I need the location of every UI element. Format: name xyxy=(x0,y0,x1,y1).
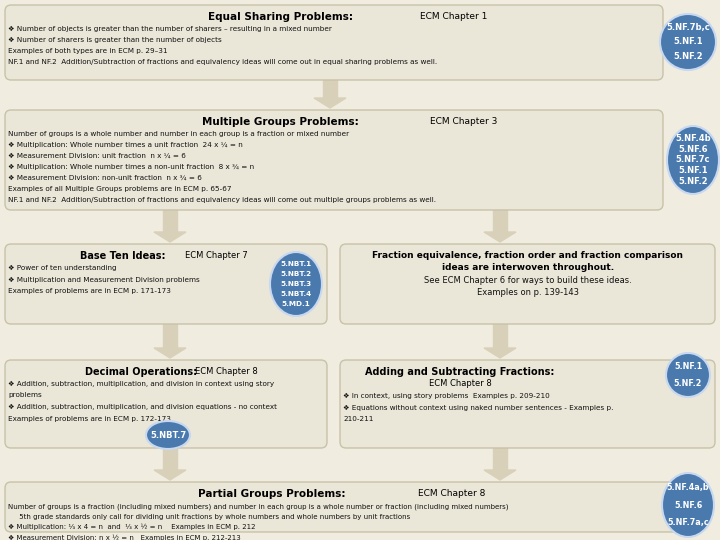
Polygon shape xyxy=(163,448,177,470)
Text: 5.NF.7c: 5.NF.7c xyxy=(676,156,710,165)
Text: 5.NF.6: 5.NF.6 xyxy=(674,501,702,510)
Text: ECM Chapter 3: ECM Chapter 3 xyxy=(430,117,498,126)
Text: problems: problems xyxy=(8,393,42,399)
Text: ideas are interwoven throughout.: ideas are interwoven throughout. xyxy=(442,263,614,272)
Text: Number of groups is a whole number and number in each group is a fraction or mix: Number of groups is a whole number and n… xyxy=(8,131,349,137)
Text: Decimal Operations:: Decimal Operations: xyxy=(85,367,197,377)
Text: ❖ Addition, subtraction, multiplication, and division equations - no context: ❖ Addition, subtraction, multiplication,… xyxy=(8,404,277,410)
Ellipse shape xyxy=(270,252,322,316)
Text: ❖ Multiplication: Whole number times a unit fraction  24 x ¼ = n: ❖ Multiplication: Whole number times a u… xyxy=(8,142,243,148)
FancyBboxPatch shape xyxy=(5,244,327,324)
Text: ❖ Number of objects is greater than the number of sharers – resulting in a mixed: ❖ Number of objects is greater than the … xyxy=(8,26,332,32)
Text: Examples on p. 139-143: Examples on p. 139-143 xyxy=(477,288,579,297)
Text: 5.NF.2: 5.NF.2 xyxy=(678,177,708,186)
Text: 5th grade standards only call for dividing unit fractions by whole numbers and w: 5th grade standards only call for dividi… xyxy=(8,514,410,519)
Text: Examples of problems are in ECM p. 172-173: Examples of problems are in ECM p. 172-1… xyxy=(8,415,171,422)
Polygon shape xyxy=(484,348,516,358)
Text: 5.NBT.3: 5.NBT.3 xyxy=(280,281,312,287)
Text: Base Ten Ideas:: Base Ten Ideas: xyxy=(80,251,166,261)
Text: ❖ In context, using story problems  Examples p. 209-210: ❖ In context, using story problems Examp… xyxy=(343,393,550,399)
Polygon shape xyxy=(154,348,186,358)
Polygon shape xyxy=(484,470,516,480)
Polygon shape xyxy=(484,232,516,242)
Polygon shape xyxy=(154,470,186,480)
Text: ❖ Measurement Division: non-unit fraction  n x ¾ = 6: ❖ Measurement Division: non-unit fractio… xyxy=(8,175,202,181)
Text: ❖ Addition, subtraction, multiplication, and division in context using story: ❖ Addition, subtraction, multiplication,… xyxy=(8,381,274,387)
Polygon shape xyxy=(163,324,177,348)
Text: 5.NF.6: 5.NF.6 xyxy=(678,145,708,153)
Text: 5.NF.1: 5.NF.1 xyxy=(673,37,703,46)
Text: 5.NF.2: 5.NF.2 xyxy=(673,52,703,62)
Text: 5.NBT.1: 5.NBT.1 xyxy=(280,260,312,267)
Text: 5.NF.2: 5.NF.2 xyxy=(674,379,702,388)
Polygon shape xyxy=(163,210,177,232)
Text: ❖ Measurement Division: n x ½ = n   Examples in ECM p. 212-213: ❖ Measurement Division: n x ½ = n Exampl… xyxy=(8,535,240,540)
Text: Examples of all Multiple Groups problems are in ECM p. 65-67: Examples of all Multiple Groups problems… xyxy=(8,186,232,192)
Ellipse shape xyxy=(660,14,716,70)
Text: 5.NBT.4: 5.NBT.4 xyxy=(280,291,312,297)
Text: 5.NF.4a,b: 5.NF.4a,b xyxy=(667,483,709,492)
Polygon shape xyxy=(493,324,507,348)
Text: ECM Chapter 8: ECM Chapter 8 xyxy=(195,367,258,376)
FancyBboxPatch shape xyxy=(5,5,663,80)
Text: 5.MD.1: 5.MD.1 xyxy=(282,301,310,307)
Polygon shape xyxy=(154,232,186,242)
Text: ECM Chapter 8: ECM Chapter 8 xyxy=(428,379,491,388)
Text: Adding and Subtracting Fractions:: Adding and Subtracting Fractions: xyxy=(365,367,554,377)
Text: See ECM Chapter 6 for ways to build these ideas.: See ECM Chapter 6 for ways to build thes… xyxy=(424,276,632,285)
Text: ECM Chapter 1: ECM Chapter 1 xyxy=(420,12,487,21)
Text: 5.NF.1: 5.NF.1 xyxy=(678,166,708,176)
Text: ❖ Equations without context using naked number sentences - Examples p.: ❖ Equations without context using naked … xyxy=(343,404,613,410)
Text: Examples of problems are in ECM p. 171-173: Examples of problems are in ECM p. 171-1… xyxy=(8,288,171,294)
FancyBboxPatch shape xyxy=(340,244,715,324)
Text: 210-211: 210-211 xyxy=(343,416,374,422)
Text: Examples of both types are in ECM p. 29–31: Examples of both types are in ECM p. 29–… xyxy=(8,48,168,54)
Ellipse shape xyxy=(667,126,719,194)
Text: ❖ Power of ten understanding: ❖ Power of ten understanding xyxy=(8,265,117,271)
Ellipse shape xyxy=(666,353,710,397)
Text: 5.NBT.7: 5.NBT.7 xyxy=(150,430,186,440)
Text: NF.1 and NF.2  Addition/Subtraction of fractions and equivalency ideas will come: NF.1 and NF.2 Addition/Subtraction of fr… xyxy=(8,59,437,65)
Text: 5.NF.4b: 5.NF.4b xyxy=(675,134,711,143)
Text: ❖ Multiplication and Measurement Division problems: ❖ Multiplication and Measurement Divisio… xyxy=(8,276,199,282)
Polygon shape xyxy=(493,448,507,470)
FancyBboxPatch shape xyxy=(340,360,715,448)
Text: Partial Groups Problems:: Partial Groups Problems: xyxy=(198,489,346,499)
Text: Fraction equivalence, fraction order and fraction comparison: Fraction equivalence, fraction order and… xyxy=(372,251,683,260)
Text: 5.NF.7b,c: 5.NF.7b,c xyxy=(666,23,710,31)
FancyBboxPatch shape xyxy=(5,482,705,532)
Text: ❖ Multiplication: Whole number times a non-unit fraction  8 x ¾ = n: ❖ Multiplication: Whole number times a n… xyxy=(8,164,254,170)
Text: ❖ Measurement Division: unit fraction  n x ¼ = 6: ❖ Measurement Division: unit fraction n … xyxy=(8,153,186,159)
Text: ❖ Number of sharers is greater than the number of objects: ❖ Number of sharers is greater than the … xyxy=(8,37,222,43)
FancyBboxPatch shape xyxy=(5,360,327,448)
Ellipse shape xyxy=(662,473,714,537)
Text: NF.1 and NF.2  Addition/Subtraction of fractions and equivalency ideas will come: NF.1 and NF.2 Addition/Subtraction of fr… xyxy=(8,197,436,203)
Text: Number of groups is a fraction (including mixed numbers) and number in each grou: Number of groups is a fraction (includin… xyxy=(8,503,508,510)
Polygon shape xyxy=(493,210,507,232)
Text: ECM Chapter 8: ECM Chapter 8 xyxy=(418,489,485,498)
Polygon shape xyxy=(314,98,346,108)
Polygon shape xyxy=(323,80,337,98)
Text: 5.NF.1: 5.NF.1 xyxy=(674,362,702,370)
Text: ECM Chapter 7: ECM Chapter 7 xyxy=(185,251,248,260)
FancyBboxPatch shape xyxy=(5,110,663,210)
Text: 5.NBT.2: 5.NBT.2 xyxy=(280,271,312,277)
Text: 5.NF.7a,c: 5.NF.7a,c xyxy=(667,517,708,526)
Text: ❖ Multiplication: ⅓ x 4 = n  and  ⅓ x ½ = n    Examples in ECM p. 212: ❖ Multiplication: ⅓ x 4 = n and ⅓ x ½ = … xyxy=(8,524,256,530)
Text: Equal Sharing Problems:: Equal Sharing Problems: xyxy=(207,12,353,22)
Ellipse shape xyxy=(146,421,190,449)
Text: Multiple Groups Problems:: Multiple Groups Problems: xyxy=(202,117,359,127)
